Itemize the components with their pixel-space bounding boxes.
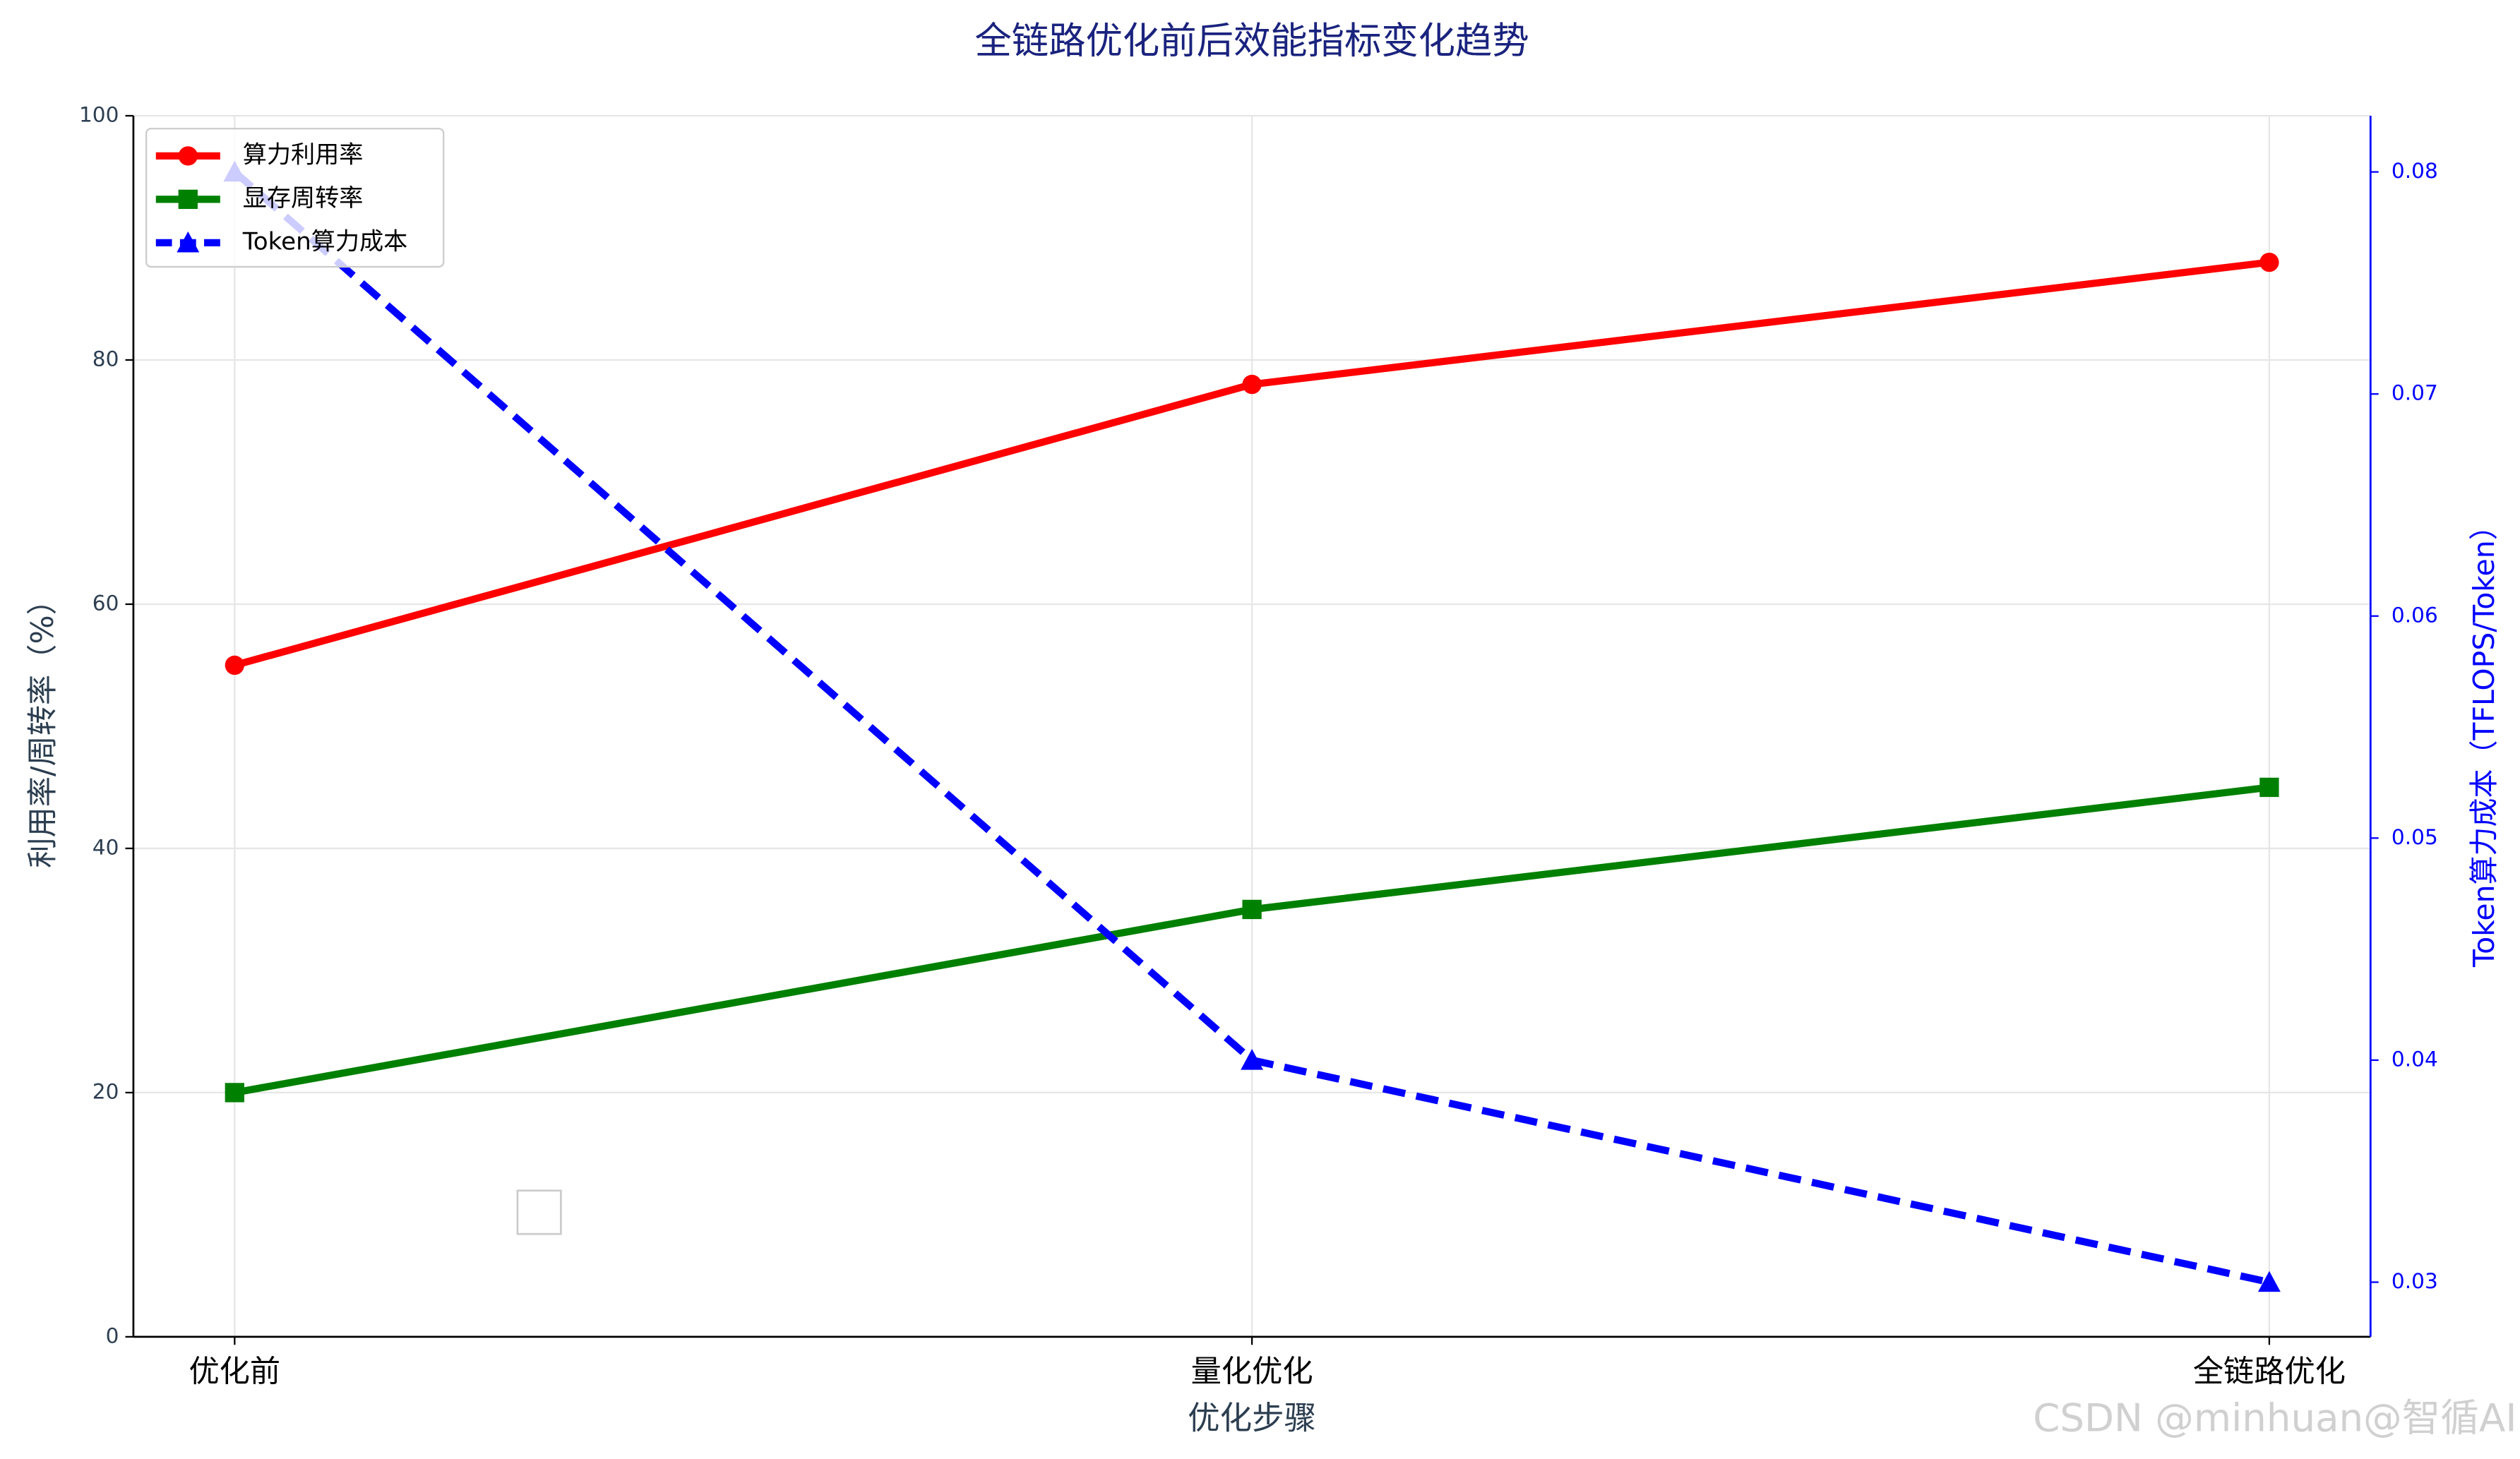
x-tick-label: 全链路优化 — [2193, 1355, 2346, 1390]
y-tick-label: 60 — [92, 591, 119, 615]
data-point — [2259, 777, 2279, 798]
y-tick-label: 20 — [92, 1079, 119, 1103]
data-point — [1242, 899, 1262, 920]
placeholder-box — [516, 1189, 562, 1235]
y-tick-label: 40 — [92, 835, 119, 859]
legend-marker — [178, 189, 198, 210]
x-axis-label: 优化步骤 — [1188, 1400, 1316, 1437]
data-point — [1241, 1048, 1264, 1070]
data-point — [225, 1083, 244, 1103]
legend-label: 算力利用率 — [243, 140, 364, 169]
y-axis-label: 利用率/周转率（%） — [25, 584, 61, 868]
y2-tick-label: 0.08 — [2391, 159, 2438, 183]
y-tick-label: 0 — [106, 1323, 119, 1347]
y2-axis-label: Token算力成本（TFLOPS/Token） — [2467, 511, 2501, 968]
y-tick-label: 80 — [92, 347, 119, 371]
watermark: CSDN @minhuan@智循AI — [2033, 1395, 2516, 1440]
data-point — [2257, 1271, 2281, 1292]
data-point — [2259, 252, 2279, 272]
data-point — [1242, 374, 1262, 395]
legend-marker — [178, 146, 198, 166]
y-tick-label: 100 — [79, 103, 119, 127]
legend-marker — [177, 231, 200, 253]
y2-tick-label: 0.05 — [2391, 825, 2438, 849]
legend-box — [145, 128, 445, 268]
data-point — [225, 655, 244, 676]
x-tick-label: 优化前 — [189, 1355, 280, 1390]
y2-tick-label: 0.03 — [2391, 1269, 2438, 1293]
y2-tick-label: 0.07 — [2391, 381, 2438, 405]
y2-tick-label: 0.04 — [2391, 1047, 2438, 1071]
chart-title: 全链路优化前后效能指标变化趋势 — [975, 20, 1529, 63]
y2-tick-label: 0.06 — [2391, 603, 2438, 627]
legend-label: 显存周转率 — [243, 184, 364, 212]
x-tick-label: 量化优化 — [1191, 1355, 1313, 1390]
legend-label: Token算力成本 — [242, 227, 408, 256]
